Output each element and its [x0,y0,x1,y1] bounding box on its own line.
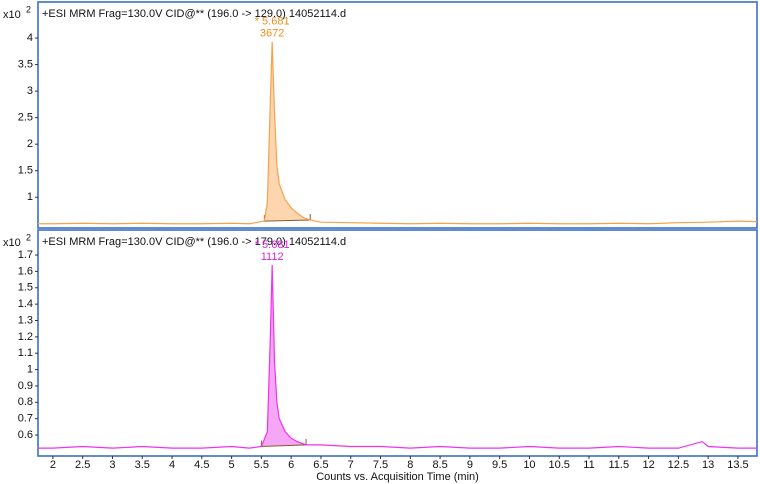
x-tick-label: 2 [50,459,56,471]
x-tick-label: 12.5 [668,459,689,471]
x-tick-label: 7 [348,459,354,471]
x-tick-label: 8 [407,459,413,471]
x-tick-label: 9 [467,459,473,471]
x-tick-label: 3 [109,459,115,471]
x-tick-label: 12 [642,459,654,471]
peak-area-label: 1112 [261,251,284,263]
peak-area-label: 3672 [260,28,284,40]
y-tick-label: 4 [27,32,33,44]
x-tick-label: 9.5 [492,459,507,471]
x-tick-label: 13.5 [727,459,748,471]
y-tick-label: 1.5 [18,282,33,294]
y-tick-label: 1 [27,191,33,203]
y-tick-label: 2.5 [18,112,33,124]
y-exponent: 2 [26,232,31,242]
y-tick-label: 0.9 [18,380,33,392]
x-tick-label: 3.5 [135,459,150,471]
y-tick-label: 1.5 [18,165,33,177]
x-axis-title: Counts vs. Acquisition Time (min) [316,471,479,483]
peak-area [261,264,307,447]
y-tick-label: 2 [27,138,33,150]
x-tick-label: 6.5 [313,459,328,471]
y-tick-label: 3.5 [18,59,33,71]
integration-baseline [260,438,307,448]
y-tick-label: 0.6 [18,429,33,441]
x-tick-label: 10 [523,459,535,471]
panel-frame [37,229,758,457]
x-tick-label: 2.5 [75,459,90,471]
x-tick-label: 11 [583,459,594,471]
x-tick-label: 5 [229,459,235,471]
x-tick-label: 6 [288,459,294,471]
y-tick-label: 1.2 [18,331,33,343]
panel-frame [37,1,758,229]
y-tick-label: 1.4 [18,298,33,310]
panel-title: +ESI MRM Frag=130.0V CID@** (196.0 -> 12… [42,8,346,20]
x-tick-label: 10.5 [549,459,570,471]
x-tick-label: 13 [702,459,714,471]
y-tick-label: 3 [27,85,33,97]
trace-line [38,41,758,225]
peak-area [264,41,311,222]
panel-title: +ESI MRM Frag=130.0V CID@** (196.0 -> 17… [42,236,346,248]
y-multiplier: x10 [3,237,21,249]
peak-label: * 5.681 [255,16,290,28]
y-multiplier: x10 [3,9,21,21]
x-tick-label: 8.5 [432,459,447,471]
y-tick-label: 1.7 [18,249,33,261]
trace-line [38,264,757,449]
y-tick-label: 0.8 [18,396,33,408]
y-tick-label: 0.7 [18,413,33,425]
x-tick-label: 7.5 [373,459,388,471]
x-tick-label: 4 [169,459,175,471]
x-tick-label: 4.5 [194,459,209,471]
y-tick-label: 1 [27,363,33,375]
y-tick-label: 1.6 [18,265,33,277]
y-exponent: 2 [26,4,31,14]
peak-label: * 5.681 [255,239,290,251]
x-tick-label: 11.5 [609,459,630,471]
y-tick-label: 1.3 [18,314,33,326]
x-tick-label: 5.5 [254,459,269,471]
y-tick-label: 1.1 [18,347,33,359]
